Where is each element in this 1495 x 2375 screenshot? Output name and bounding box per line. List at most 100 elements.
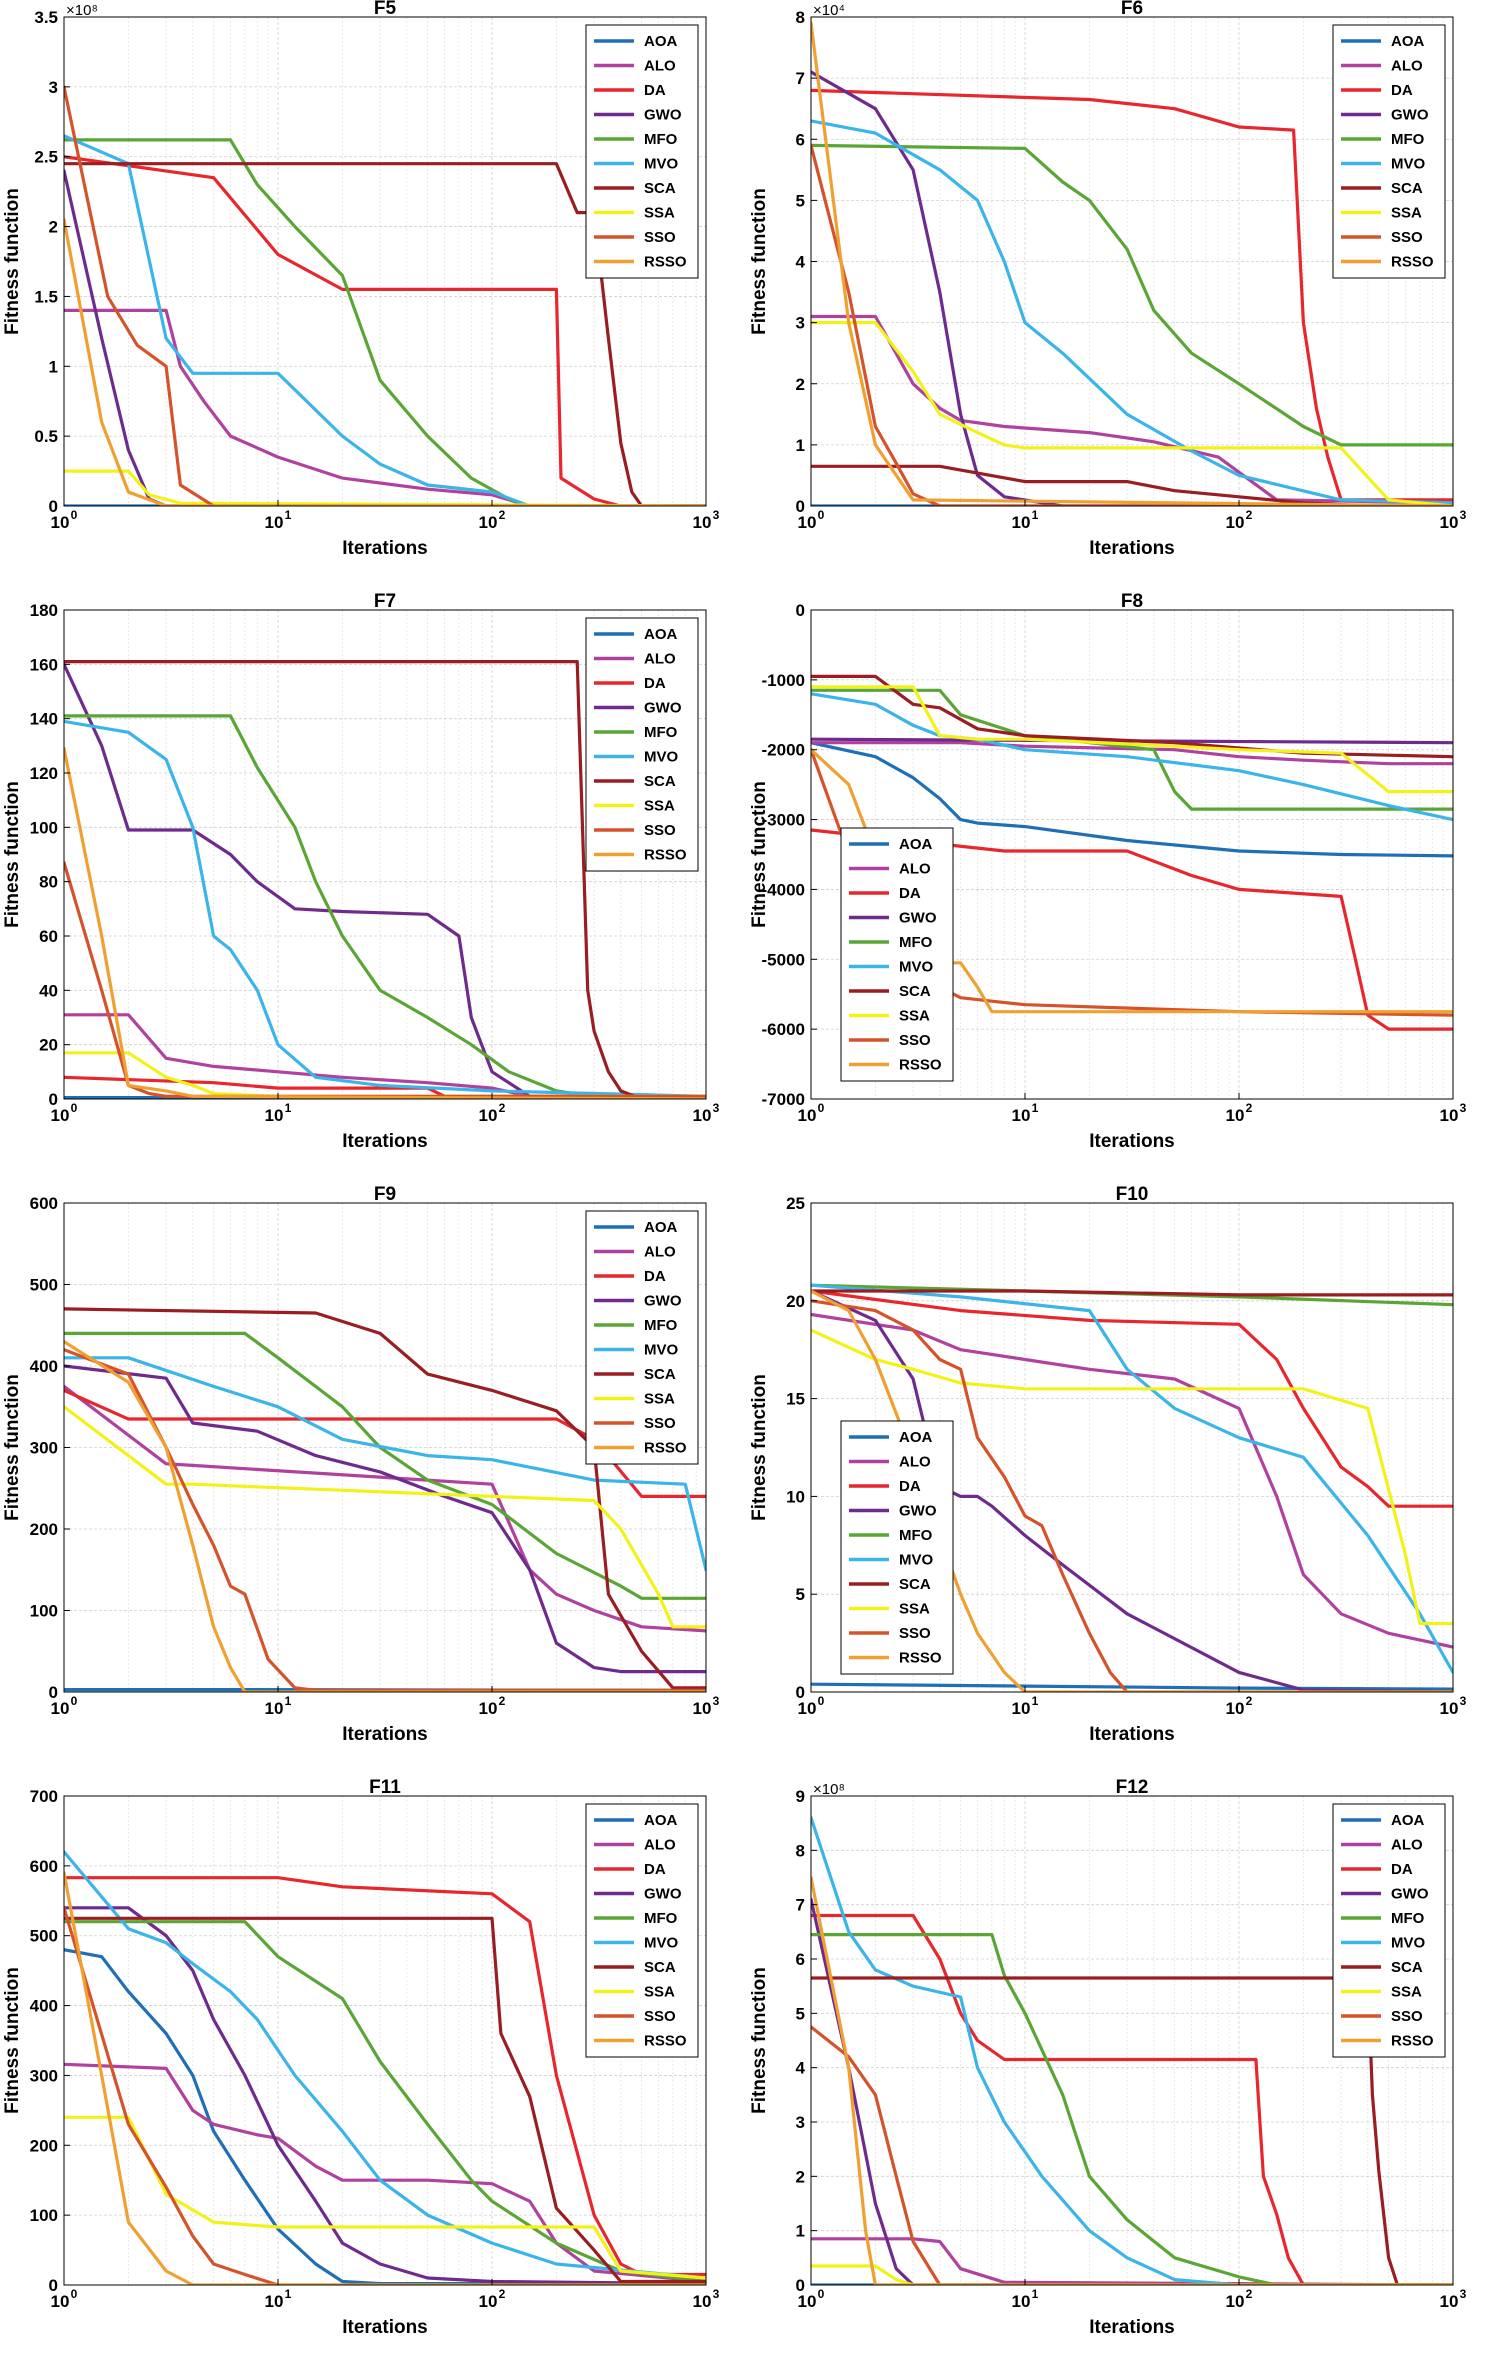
series-line-ssa <box>811 321 1453 506</box>
series-line-mvo <box>64 1356 706 1572</box>
y-tick-label: 1.5 <box>34 287 58 306</box>
y-axis-label: Fitness function <box>749 188 770 335</box>
chart-f12: 10 0 10 1 10 2 10 3 0 1 2 3 4 5 6 7 8 9 ×10⁸ F12 Iterations F… <box>747 1777 1494 2372</box>
x-tick-exponent: 0 <box>818 508 825 522</box>
legend-label-ssa: SSA <box>644 205 675 222</box>
series-line-ssa <box>811 2264 1453 2285</box>
legend-label-aoa: AOA <box>644 1812 678 1829</box>
x-tick-label: 10 <box>798 1106 817 1125</box>
y-tick-label: -1000 <box>762 671 805 690</box>
y-tick-label: 9 <box>796 1787 805 1806</box>
legend-label-gwo: GWO <box>1391 1886 1429 1903</box>
legend-label-rsso: RSSO <box>644 1440 687 1457</box>
x-tick-label: 10 <box>479 2292 498 2311</box>
series-line-alo <box>811 1312 1453 1649</box>
series-line-mvo <box>64 719 706 1098</box>
y-tick-label: 5 <box>796 191 805 210</box>
x-tick-label: 10 <box>1226 513 1245 532</box>
y-tick-label: 120 <box>30 764 58 783</box>
legend-label-sca: SCA <box>644 1366 676 1383</box>
x-tick-exponent: 0 <box>71 1694 78 1708</box>
chart-title: F12 <box>1116 1777 1149 1798</box>
y-tick-label: 8 <box>796 8 805 27</box>
y-tick-label: 6 <box>796 130 805 149</box>
y-tick-label: 0 <box>49 2276 58 2295</box>
legend-label-gwo: GWO <box>644 107 682 124</box>
series-line-da <box>811 1913 1453 2285</box>
x-tick-label: 10 <box>1440 1106 1459 1125</box>
x-tick-exponent: 3 <box>713 2287 720 2301</box>
series-group <box>811 1283 1453 1692</box>
y-tick-label: 700 <box>30 1787 58 1806</box>
legend-label-rsso: RSSO <box>899 1650 942 1667</box>
legend-box <box>1332 1803 1446 2058</box>
x-tick-exponent: 2 <box>1246 1694 1253 1708</box>
legend-label-alo: ALO <box>644 1244 676 1261</box>
x-tick-label: 10 <box>693 2292 712 2311</box>
y-tick-label: 6 <box>796 1950 805 1969</box>
x-tick-exponent: 1 <box>1032 1694 1039 1708</box>
legend-label-da: DA <box>644 82 666 99</box>
x-tick-label: 10 <box>51 1106 70 1125</box>
y-tick-label: 7 <box>796 69 805 88</box>
series-line-rsso <box>64 218 706 506</box>
series-line-da <box>64 1876 706 2277</box>
x-tick-exponent: 0 <box>71 2287 78 2301</box>
legend-label-gwo: GWO <box>899 910 937 927</box>
legend-label-aoa: AOA <box>1391 1812 1425 1829</box>
series-line-alo <box>64 2062 706 2284</box>
series-line-sso <box>811 2025 1453 2285</box>
legend-label-sca: SCA <box>644 773 676 790</box>
legend-label-ssa: SSA <box>644 1391 675 1408</box>
y-tick-label: 0 <box>796 2276 805 2295</box>
y-tick-label: 80 <box>39 873 58 892</box>
legend-label-gwo: GWO <box>644 1293 682 1310</box>
x-tick-label: 10 <box>479 513 498 532</box>
y-axis-label: Fitness function <box>749 1374 770 1521</box>
series-line-sso <box>811 143 1453 506</box>
series-line-rsso <box>64 1871 706 2285</box>
y-tick-label: 7 <box>796 1896 805 1915</box>
axes-box <box>810 1202 1454 1693</box>
legend-label-ssa: SSA <box>1391 1984 1422 2001</box>
y-axis-label: Fitness function <box>749 781 770 928</box>
x-tick-label: 10 <box>1440 513 1459 532</box>
legend-label-gwo: GWO <box>644 700 682 717</box>
legend-label-mvo: MVO <box>1391 1935 1426 1952</box>
x-tick-exponent: 2 <box>1246 2287 1253 2301</box>
y-tick-label: 2 <box>796 375 805 394</box>
series-line-aoa <box>64 1948 706 2285</box>
series-line-rsso <box>811 1875 1453 2285</box>
legend-label-alo: ALO <box>644 1837 676 1854</box>
legend-label-mfo: MFO <box>644 1910 678 1927</box>
legend-label-da: DA <box>899 885 921 902</box>
legend-label-mvo: MVO <box>644 156 679 173</box>
y-tick-label: 2 <box>796 2167 805 2186</box>
y-tick-label: 3 <box>49 78 58 97</box>
legend-box <box>585 1803 699 2058</box>
x-tick-exponent: 3 <box>1460 2287 1467 2301</box>
series-line-gwo <box>811 1289 1453 1692</box>
series-line-ssa <box>811 1328 1453 1626</box>
y-tick-label: -6000 <box>762 1020 805 1039</box>
x-tick-label: 10 <box>51 1699 70 1718</box>
legend-label-sca: SCA <box>1391 1959 1423 1976</box>
series-line-mvo <box>811 1816 1453 2285</box>
legend: AOA ALO DA GWO MFO MVO SCA SSA SSO RSSO <box>1332 24 1446 279</box>
x-axis-label: Iterations <box>1089 538 1175 559</box>
y-tick-label: 0 <box>49 1090 58 1109</box>
y-tick-label: 400 <box>30 1357 58 1376</box>
x-axis-label: Iterations <box>1089 2317 1175 2338</box>
y-tick-label: 100 <box>30 818 58 837</box>
y-tick-label: 5 <box>796 2004 805 2023</box>
y-tick-label: 0 <box>49 497 58 516</box>
legend-label-alo: ALO <box>1391 58 1423 75</box>
y-tick-label: 0 <box>796 497 805 516</box>
series-line-ssa <box>64 1405 706 1629</box>
x-tick-exponent: 0 <box>71 1101 78 1115</box>
y-tick-label: 0 <box>796 1683 805 1702</box>
x-axis-label: Iterations <box>342 2317 428 2338</box>
legend-label-alo: ALO <box>644 651 676 668</box>
